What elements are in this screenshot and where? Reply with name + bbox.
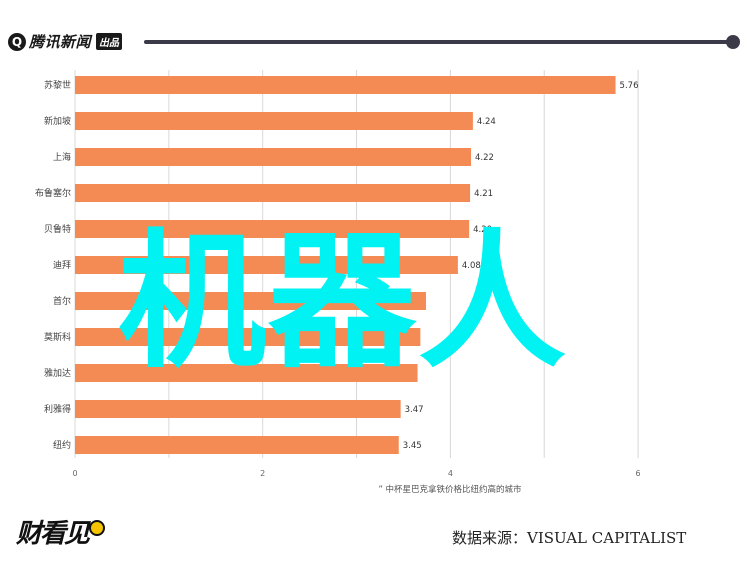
x-tick-label: 6 bbox=[636, 469, 641, 478]
brand-name: 腾讯新闻 bbox=[29, 33, 92, 51]
x-axis-title: ” 中杯星巴克拿铁价格比纽约高的城市 bbox=[378, 484, 522, 495]
footer-logo-text: 财看见 bbox=[16, 519, 90, 549]
x-tick-label: 2 bbox=[260, 469, 265, 478]
category-label: 迪拜 bbox=[53, 259, 71, 271]
header-rule bbox=[144, 40, 734, 44]
brand-logo: Q 腾讯新闻 出品 bbox=[8, 31, 123, 52]
category-label: 苏黎世 bbox=[44, 79, 71, 91]
penguin-icon: Q bbox=[8, 32, 26, 51]
value-label: 5.76 bbox=[620, 81, 639, 91]
x-tick-label: 4 bbox=[448, 469, 453, 478]
category-label: 莫斯科 bbox=[44, 331, 71, 343]
category-label: 首尔 bbox=[53, 295, 71, 307]
footer-logo: 财看见 bbox=[16, 513, 106, 550]
value-label: 3.45 bbox=[403, 441, 422, 451]
bar bbox=[75, 364, 418, 382]
category-label: 利雅得 bbox=[44, 403, 71, 415]
bar-chart: 苏黎世 5.76 新加坡 4.24 上海 4.22 布鲁塞尔 4.21 贝鲁特 4.20 迪拜 4.0… bbox=[35, 70, 641, 495]
value-label: 4.20 bbox=[473, 225, 492, 235]
bar bbox=[75, 220, 470, 238]
value-label: 4.22 bbox=[475, 153, 494, 163]
bar bbox=[75, 436, 399, 454]
brand-tag: 出品 bbox=[96, 33, 123, 50]
bar bbox=[75, 148, 472, 166]
bar bbox=[75, 112, 473, 130]
value-label: 4.21 bbox=[474, 189, 493, 199]
value-label: 3.47 bbox=[405, 405, 424, 415]
category-label: 上海 bbox=[53, 151, 71, 163]
value-label: 4.24 bbox=[477, 117, 496, 127]
bar bbox=[75, 184, 471, 202]
ball-icon bbox=[89, 519, 106, 536]
bar bbox=[75, 76, 616, 94]
category-label: 贝鲁特 bbox=[44, 223, 71, 235]
category-label: 布鲁塞尔 bbox=[35, 187, 71, 199]
source-note: 数据来源：VISUAL CAPITALIST bbox=[452, 529, 687, 547]
x-tick-label: 0 bbox=[72, 469, 77, 478]
bar bbox=[75, 400, 401, 418]
category-label: 新加坡 bbox=[44, 115, 71, 127]
bar bbox=[75, 292, 426, 310]
bar bbox=[75, 256, 458, 274]
category-label: 雅加达 bbox=[44, 367, 71, 379]
value-label: 4.08 bbox=[462, 261, 481, 271]
header-rule-dot bbox=[726, 35, 740, 49]
category-label: 纽约 bbox=[53, 439, 71, 451]
header: Q 腾讯新闻 出品 bbox=[0, 0, 750, 70]
bar bbox=[75, 328, 421, 346]
